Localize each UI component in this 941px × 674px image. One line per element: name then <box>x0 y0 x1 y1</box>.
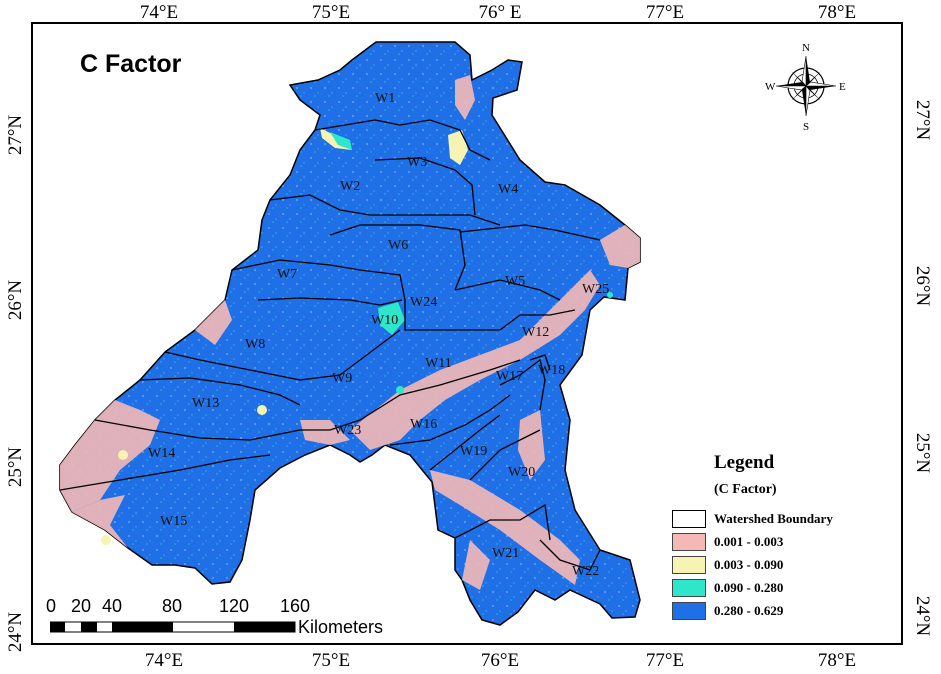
compass-n: N <box>802 42 810 54</box>
scale-label-80: 80 <box>161 596 183 616</box>
label-w24: W24 <box>410 295 437 310</box>
legend-swatch <box>672 602 706 620</box>
compass-w: W <box>765 81 776 93</box>
scale-label-0: 0 <box>45 596 57 616</box>
legend-label: 0.001 - 0.003 <box>714 534 784 549</box>
scale-label-120: 120 <box>218 596 250 616</box>
legend-item-4: 0.280 - 0.629 <box>672 601 783 621</box>
scale-unit: Kilometers <box>298 617 384 637</box>
label-w19: W19 <box>460 444 487 459</box>
label-w23: W23 <box>334 423 361 438</box>
legend-title: Legend <box>714 452 775 473</box>
label-w6: W6 <box>388 238 408 253</box>
lon-tick-bottom-74: 74°E <box>144 650 184 671</box>
legend-label: 0.003 - 0.090 <box>714 557 784 572</box>
label-w2: W2 <box>340 179 360 194</box>
legend-subtitle: (C Factor) <box>714 482 777 497</box>
label-w12: W12 <box>522 325 549 340</box>
compass-e: E <box>839 81 846 93</box>
lon-tick-bottom-78: 78°E <box>817 650 857 671</box>
legend-label: 0.090 - 0.280 <box>714 580 784 595</box>
lon-tick-top-76: 76° E <box>478 2 522 23</box>
legend-item-3: 0.090 - 0.280 <box>672 578 783 598</box>
legend-item-1: 0.001 - 0.003 <box>672 532 783 552</box>
label-w21: W21 <box>492 546 519 561</box>
scale-label-40: 40 <box>101 596 123 616</box>
legend-swatch <box>672 533 706 551</box>
label-w20: W20 <box>508 465 535 480</box>
scale-bar <box>50 621 296 633</box>
lon-tick-top-74: 74°E <box>139 2 179 23</box>
legend-item-boundary: Watershed Boundary <box>672 509 833 529</box>
label-w25: W25 <box>582 282 609 297</box>
label-w18: W18 <box>538 363 565 378</box>
label-w13: W13 <box>192 396 219 411</box>
watershed-boundaries <box>59 119 601 571</box>
watershed-labels: W1 W2 W3 W4 W5 W6 W7 W8 W9 W10 W11 W12 W… <box>148 91 609 579</box>
label-w10: W10 <box>371 313 398 328</box>
legend-label: 0.280 - 0.629 <box>714 603 784 618</box>
label-w7: W7 <box>277 267 297 282</box>
compass-s: S <box>803 121 809 132</box>
legend-label: Watershed Boundary <box>714 511 833 526</box>
legend-swatch <box>672 579 706 597</box>
label-w3: W3 <box>407 155 427 170</box>
lon-tick-bottom-77: 77°E <box>645 650 685 671</box>
label-w16: W16 <box>410 417 437 432</box>
map-title: C Factor <box>80 50 182 78</box>
lon-tick-bottom-76: 76°E <box>480 650 520 671</box>
scale-label-20: 20 <box>70 596 92 616</box>
north-arrow-icon: N S E W <box>765 42 846 132</box>
label-w14: W14 <box>148 446 175 461</box>
label-w17: W17 <box>496 369 523 384</box>
legend-swatch <box>672 556 706 574</box>
label-w11: W11 <box>425 356 452 371</box>
lon-tick-top-78: 78°E <box>817 2 857 23</box>
label-w5: W5 <box>505 274 525 289</box>
label-w4: W4 <box>498 182 518 197</box>
label-w1: W1 <box>375 91 395 106</box>
label-w8: W8 <box>245 337 265 352</box>
scale-label-160: 160 <box>279 596 311 616</box>
lon-tick-top-75: 75°E <box>311 2 351 23</box>
lon-tick-top-77: 77°E <box>645 2 685 23</box>
label-w22: W22 <box>572 564 599 579</box>
cyan-zones <box>330 132 613 394</box>
label-w9: W9 <box>332 371 352 386</box>
label-w15: W15 <box>160 514 187 529</box>
legend-swatch <box>672 510 706 528</box>
pink-zones <box>60 75 640 590</box>
lon-tick-bottom-75: 75°E <box>311 650 351 671</box>
legend-item-2: 0.003 - 0.090 <box>672 555 783 575</box>
